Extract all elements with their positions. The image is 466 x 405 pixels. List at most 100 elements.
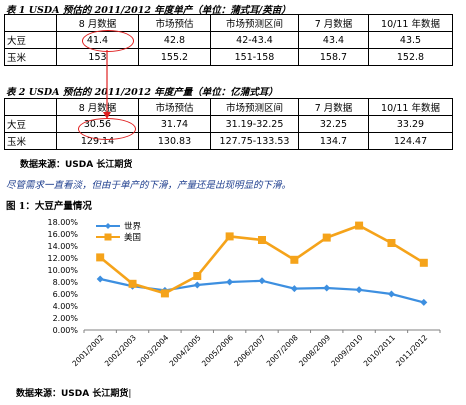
- x-tick-label: 2008/2009: [297, 333, 332, 368]
- table1-header-row: 8 月数据 市场预估 市场预测区间 7 月数据 10/11 年数据: [4, 14, 453, 32]
- data-point-world: [323, 284, 331, 292]
- legend-label: 美国: [124, 232, 141, 243]
- x-tick-label: 2010/2011: [362, 333, 397, 368]
- data-source-2: 数据来源：USDA 长江期货|: [16, 386, 131, 399]
- table1-header-cell: 8 月数据: [56, 14, 139, 32]
- table1: 8 月数据 市场预估 市场预测区间 7 月数据 10/11 年数据 大豆 41.…: [4, 14, 453, 66]
- table-row: 大豆 41.4 42.8 42-43.4 43.4 43.5: [4, 31, 453, 49]
- y-tick-label: 10.00%: [47, 266, 78, 275]
- legend-marker: [104, 233, 112, 241]
- table-cell: 152.8: [368, 48, 453, 66]
- y-axis: 0.00% 2.00% 4.00% 6.00% 8.00% 10.00% 12.00% 14.…: [47, 218, 78, 335]
- table-cell: 43.4: [298, 31, 369, 49]
- soybean-yield-chart: 0.00% 2.00% 4.00% 6.00% 8.00% 10.00% 12.00% 14.…: [47, 218, 441, 368]
- legend-marker: [105, 223, 111, 229]
- table1-caption: 表 1 USDA 预估的 2011/2012 年度单产（单位：蒲式耳/英亩）: [6, 5, 291, 16]
- x-tick-label: 2007/2008: [265, 333, 300, 368]
- chart-series: [96, 221, 428, 306]
- x-axis: 2001/20022002/20032003/20042004/20052005…: [70, 329, 441, 368]
- table-cell: 33.29: [368, 115, 453, 133]
- y-tick-label: 16.00%: [47, 230, 78, 239]
- body-paragraph: 尽管需求一直看淡，但由于单产的下滑，产量还是出现明显的下滑。: [6, 180, 292, 191]
- highlight-circle-yield: [82, 30, 134, 52]
- table2: 8 月数据 市场预估 市场预测区间 7 月数据 10/11 年数据 大豆 30.…: [4, 98, 453, 150]
- data-point-usa: [290, 255, 299, 264]
- row-label: 大豆: [4, 31, 57, 49]
- row-label: 玉米: [4, 48, 57, 66]
- data-point-usa: [193, 272, 202, 280]
- text-cursor: |: [128, 389, 132, 399]
- table-row: 大豆 30.56 31.74 31.19-32.25 32.25 33.29: [4, 115, 453, 133]
- data-source-1: 数据来源：USDA 长江期货: [20, 160, 133, 170]
- table1-header-cell: 市场预估: [138, 14, 211, 32]
- y-tick-label: 6.00%: [53, 290, 79, 299]
- data-point-world: [420, 298, 428, 306]
- table2-header-cell: 8 月数据: [56, 98, 139, 116]
- table-cell: 158.7: [298, 48, 369, 66]
- table-cell: 151-158: [210, 48, 299, 66]
- y-tick-label: 2.00%: [53, 314, 79, 323]
- y-tick-label: 0.00%: [53, 326, 79, 335]
- data-source-2-text: 数据来源：USDA 长江期货: [16, 389, 129, 399]
- table-cell: 43.5: [368, 31, 453, 49]
- table1-header-cell: 7 月数据: [298, 14, 369, 32]
- data-point-world: [387, 290, 395, 298]
- data-point-world: [290, 285, 298, 293]
- y-tick-label: 4.00%: [53, 302, 79, 311]
- table-cell: 31.19-32.25: [210, 115, 299, 133]
- data-point-world: [96, 275, 104, 283]
- table1-header-cell: 10/11 年数据: [368, 14, 453, 32]
- table-cell: 42.8: [138, 31, 211, 49]
- data-point-world: [258, 277, 266, 285]
- data-point-world: [193, 281, 201, 289]
- row-label: 玉米: [4, 132, 57, 150]
- data-point-usa: [225, 232, 234, 241]
- x-tick-label: 2011/2012: [394, 333, 429, 368]
- x-tick-label: 2003/2004: [135, 333, 170, 368]
- table-row: 玉米 153 155.2 151-158 158.7 152.8: [4, 48, 453, 66]
- table-cell: 124.47: [368, 132, 453, 150]
- legend-label: 世界: [124, 221, 142, 232]
- data-point-usa: [96, 253, 105, 262]
- table2-header-row: 8 月数据 市场预估 市场预测区间 7 月数据 10/11 年数据: [4, 98, 453, 116]
- figure-caption: 图 1：大豆产量情况: [6, 201, 92, 212]
- data-point-usa: [355, 221, 364, 230]
- table-cell: 127.75-133.53: [210, 132, 299, 150]
- table1-header-cell: 市场预测区间: [210, 14, 299, 32]
- row-label: 大豆: [4, 115, 57, 133]
- data-point-usa: [322, 233, 331, 242]
- table2-caption: 表 2 USDA 预估的 2011/2012 年度产量（单位：亿蒲式耳）: [6, 87, 278, 98]
- data-point-usa: [387, 239, 396, 247]
- y-tick-label: 14.00%: [47, 242, 78, 251]
- table2-header-cell: [4, 98, 57, 116]
- x-tick-label: 2006/2007: [232, 333, 267, 368]
- table2-header-cell: 10/11 年数据: [368, 98, 453, 116]
- table-cell: 42-43.4: [210, 31, 299, 49]
- table-cell: 134.7: [298, 132, 369, 150]
- x-tick-label: 2002/2003: [103, 333, 138, 368]
- table-row: 玉米 129.14 130.83 127.75-133.53 134.7 124…: [4, 132, 453, 150]
- data-point-usa: [419, 258, 428, 267]
- x-tick-label: 2005/2006: [200, 333, 235, 368]
- table2-header-cell: 市场预测区间: [210, 98, 299, 116]
- data-point-usa: [258, 236, 266, 244]
- x-tick-label: 2004/2005: [168, 333, 203, 368]
- x-tick-label: 2001/2002: [70, 333, 105, 368]
- highlight-circle-production: [78, 118, 136, 140]
- data-point-world: [226, 278, 234, 286]
- table-cell: 155.2: [138, 48, 211, 66]
- table2-header-cell: 市场预估: [138, 98, 211, 116]
- table-cell: 32.25: [298, 115, 369, 133]
- data-point-usa: [160, 289, 169, 298]
- y-tick-label: 18.00%: [47, 218, 78, 227]
- data-point-usa: [128, 279, 137, 288]
- table-cell: 130.83: [138, 132, 211, 150]
- y-tick-label: 12.00%: [47, 254, 78, 263]
- table1-header-cell: [4, 14, 57, 32]
- table2-header-cell: 7 月数据: [298, 98, 369, 116]
- data-point-world: [355, 286, 363, 294]
- x-tick-label: 2009/2010: [329, 333, 364, 368]
- table-cell: 31.74: [138, 115, 211, 133]
- y-tick-label: 8.00%: [53, 278, 79, 287]
